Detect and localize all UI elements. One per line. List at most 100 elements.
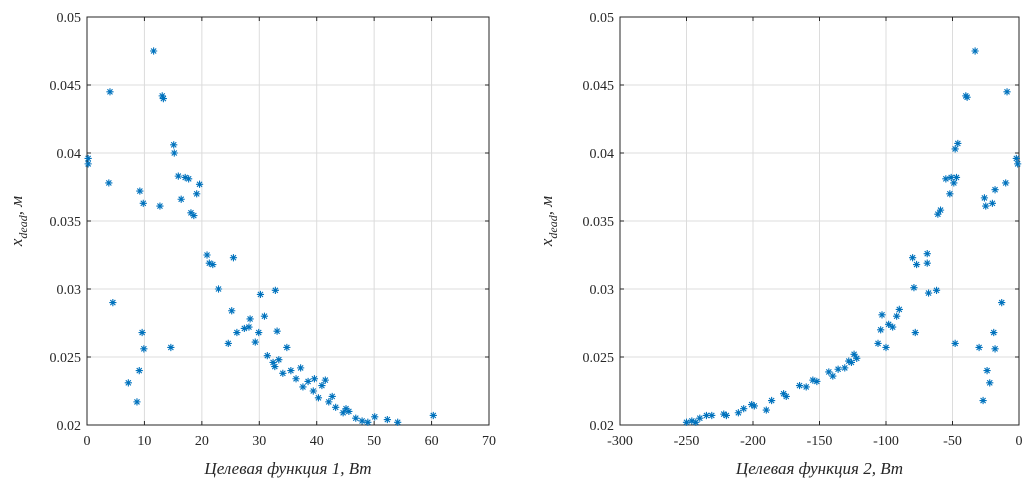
data-point (1003, 88, 1011, 96)
data-point (762, 406, 770, 414)
data-point (224, 339, 232, 347)
y-axis-label: xdead, м (7, 196, 30, 247)
data-point (260, 312, 269, 320)
data-point (159, 95, 167, 103)
x-tick-label: 0 (84, 434, 91, 449)
data-point (255, 328, 263, 337)
data-point (720, 410, 728, 418)
y-tick-label: 0.03 (590, 283, 615, 298)
data-point (1002, 179, 1010, 187)
data-point (106, 88, 114, 96)
data-point (782, 392, 790, 401)
data-point (246, 315, 254, 323)
data-point (181, 173, 189, 182)
y-tick-label: 0.045 (583, 79, 615, 94)
data-point (702, 411, 711, 420)
data-point (825, 368, 833, 376)
data-point (841, 364, 849, 372)
data-point (150, 47, 158, 55)
data-point (991, 186, 999, 194)
data-point (923, 250, 931, 258)
y-tick-label: 0.035 (50, 215, 82, 230)
data-point (740, 405, 748, 413)
data-point (779, 390, 788, 398)
data-point (371, 413, 379, 421)
data-point (874, 339, 882, 347)
data-point (332, 403, 340, 411)
data-point (271, 362, 279, 371)
x-tick-label: -200 (740, 434, 766, 449)
data-point (292, 375, 300, 383)
data-point (314, 394, 323, 402)
data-point (834, 365, 842, 373)
data-point (383, 415, 391, 424)
data-point (135, 367, 143, 375)
data-point (722, 411, 730, 420)
data-point (878, 311, 886, 319)
data-point (309, 387, 317, 395)
data-point (813, 377, 821, 386)
data-point (138, 328, 146, 337)
y-tick-label: 0.04 (590, 147, 615, 162)
x-tick-label: -250 (674, 434, 700, 449)
data-point (177, 195, 185, 203)
y-tick-label: 0.02 (590, 419, 615, 434)
data-point (273, 327, 281, 335)
data-point (269, 358, 277, 367)
data-point (174, 172, 182, 180)
x-tick-label: -300 (607, 434, 633, 449)
data-point (342, 405, 350, 413)
data-point (942, 175, 950, 183)
y-tick-label: 0.035 (583, 215, 615, 230)
x-tick-label: 10 (137, 434, 151, 449)
data-point (696, 414, 704, 422)
data-point (975, 343, 983, 352)
data-point (109, 299, 117, 307)
data-point (358, 417, 366, 425)
data-point (187, 209, 195, 217)
data-point (748, 401, 756, 409)
y-tick-label: 0.025 (583, 351, 615, 366)
data-point (139, 199, 147, 207)
data-point (983, 367, 991, 375)
data-point (325, 398, 333, 406)
data-point (240, 324, 248, 333)
data-point (952, 173, 961, 182)
y-tick-label: 0.05 (57, 11, 82, 26)
data-point (394, 418, 402, 426)
y-tick-label: 0.02 (57, 419, 82, 434)
data-point (893, 312, 901, 320)
data-point (692, 418, 700, 426)
data-point (795, 381, 804, 390)
data-point (980, 194, 989, 202)
y-tick-label: 0.03 (57, 283, 82, 298)
data-point (214, 285, 223, 293)
data-point (951, 339, 959, 347)
data-point (895, 305, 903, 313)
data-point (297, 364, 305, 372)
data-point (233, 328, 241, 337)
data-point (140, 345, 148, 353)
data-point (136, 187, 144, 195)
y-tick-label: 0.05 (590, 11, 615, 26)
data-point (271, 286, 279, 294)
data-point (829, 372, 837, 380)
data-point (885, 320, 893, 328)
data-point (1012, 154, 1020, 163)
data-point (205, 259, 213, 267)
data-point (986, 379, 994, 387)
data-point (287, 367, 295, 375)
data-point (318, 381, 326, 390)
data-point (850, 350, 858, 358)
data-point (934, 210, 942, 218)
data-point (84, 154, 92, 163)
data-point (991, 345, 999, 353)
data-point (950, 179, 958, 187)
x-tick-label: 50 (367, 434, 381, 449)
data-point (310, 375, 319, 383)
data-point (352, 414, 360, 422)
data-point (1014, 160, 1022, 168)
data-point (750, 402, 758, 410)
data-point (193, 190, 201, 198)
